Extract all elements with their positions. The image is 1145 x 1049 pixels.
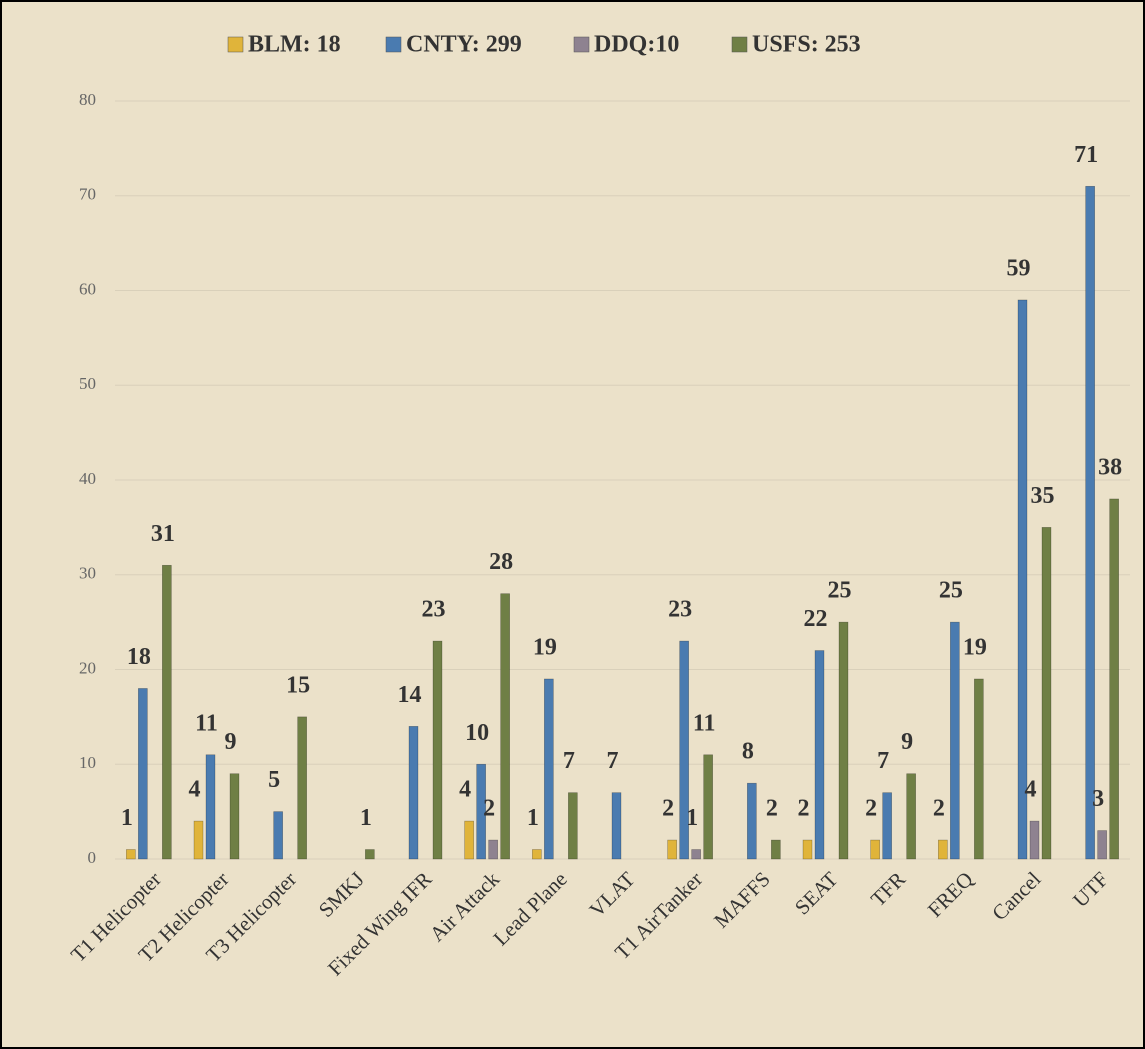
- data-label: 71: [1074, 142, 1098, 168]
- data-label: 1: [360, 805, 372, 831]
- bar: [838, 621, 849, 860]
- data-label: 19: [533, 634, 557, 660]
- data-label: 14: [398, 682, 422, 708]
- data-label: 11: [195, 710, 218, 736]
- data-label: 10: [465, 720, 489, 746]
- bar: [950, 621, 960, 860]
- legend-swatch: [573, 36, 590, 53]
- legend-label: BLM: 18: [248, 32, 341, 58]
- bar: [138, 688, 148, 860]
- y-tick-label: 10: [79, 753, 96, 772]
- data-label: 3: [1092, 786, 1104, 812]
- bar: [882, 792, 892, 860]
- data-label: 19: [963, 634, 987, 660]
- bar: [432, 640, 443, 860]
- bar: [476, 763, 486, 860]
- data-label: 2: [766, 796, 778, 822]
- bar: [938, 839, 948, 860]
- bar: [1097, 830, 1107, 860]
- bar: [500, 593, 510, 860]
- y-tick-label: 70: [79, 185, 96, 204]
- bar: [747, 782, 757, 860]
- data-label: 2: [865, 796, 877, 822]
- data-label: 18: [127, 644, 151, 670]
- data-label: 5: [268, 767, 280, 793]
- data-label: 2: [662, 796, 674, 822]
- bar: [162, 564, 172, 860]
- bar: [205, 754, 216, 860]
- legend-label: USFS: 253: [752, 32, 861, 58]
- bar: [974, 678, 984, 860]
- y-tick-label: 40: [79, 469, 96, 488]
- data-label: 9: [901, 729, 913, 755]
- data-label: 11: [693, 710, 716, 736]
- data-label: 25: [828, 578, 852, 604]
- bar: [1109, 498, 1119, 860]
- bar: [1041, 527, 1052, 860]
- data-label: 1: [686, 805, 698, 831]
- data-label: 25: [939, 578, 963, 604]
- legend-label: DDQ:10: [594, 32, 679, 58]
- bar: [488, 839, 498, 860]
- data-label: 7: [877, 748, 889, 774]
- data-label: 7: [607, 748, 619, 774]
- y-tick-label: 20: [79, 658, 96, 677]
- bar: [802, 839, 813, 860]
- data-label: 2: [933, 796, 945, 822]
- data-label: 4: [189, 777, 201, 803]
- y-tick-label: 50: [79, 374, 96, 393]
- y-tick-label: 0: [88, 848, 97, 867]
- bar: [365, 849, 375, 860]
- bar: [1017, 299, 1028, 860]
- bar: [464, 820, 474, 860]
- legend-label: CNTY: 299: [406, 32, 522, 58]
- data-label: 35: [1031, 483, 1055, 509]
- data-label: 1: [121, 805, 133, 831]
- bar: [703, 754, 713, 860]
- data-label: 2: [483, 796, 495, 822]
- legend-swatch: [227, 36, 244, 53]
- bar: [229, 773, 240, 860]
- bar: [1085, 185, 1095, 860]
- data-label: 7: [563, 748, 575, 774]
- bar: [193, 820, 204, 860]
- bar: [126, 849, 136, 860]
- data-label: 9: [225, 729, 237, 755]
- bar: [771, 839, 781, 860]
- bar: [544, 678, 554, 860]
- data-label: 31: [151, 521, 175, 547]
- bar: [870, 839, 880, 860]
- bar: [408, 726, 419, 860]
- bar: [568, 792, 578, 860]
- y-tick-label: 60: [79, 279, 96, 298]
- bar: [611, 792, 622, 860]
- bar: [814, 650, 825, 860]
- data-label: 22: [804, 606, 828, 632]
- bar: [667, 839, 677, 860]
- bar: [1029, 820, 1040, 860]
- data-label: 4: [459, 777, 471, 803]
- data-label: 23: [422, 597, 446, 623]
- y-tick-label: 80: [79, 90, 96, 109]
- bar: [532, 849, 542, 860]
- data-label: 23: [668, 597, 692, 623]
- data-label: 8: [742, 739, 754, 765]
- data-label: 15: [286, 672, 310, 698]
- bar: [679, 640, 689, 860]
- data-label: 59: [1007, 255, 1031, 281]
- data-label: 2: [798, 796, 810, 822]
- y-tick-label: 30: [79, 564, 96, 583]
- bar: [691, 849, 701, 860]
- data-label: 4: [1025, 777, 1037, 803]
- bar: [906, 773, 916, 860]
- bar: [273, 811, 283, 860]
- data-label: 28: [489, 549, 513, 575]
- legend-swatch: [731, 36, 748, 53]
- data-label: 1: [527, 805, 539, 831]
- bar: [297, 716, 307, 860]
- legend-swatch: [385, 36, 402, 53]
- data-label: 38: [1098, 454, 1122, 480]
